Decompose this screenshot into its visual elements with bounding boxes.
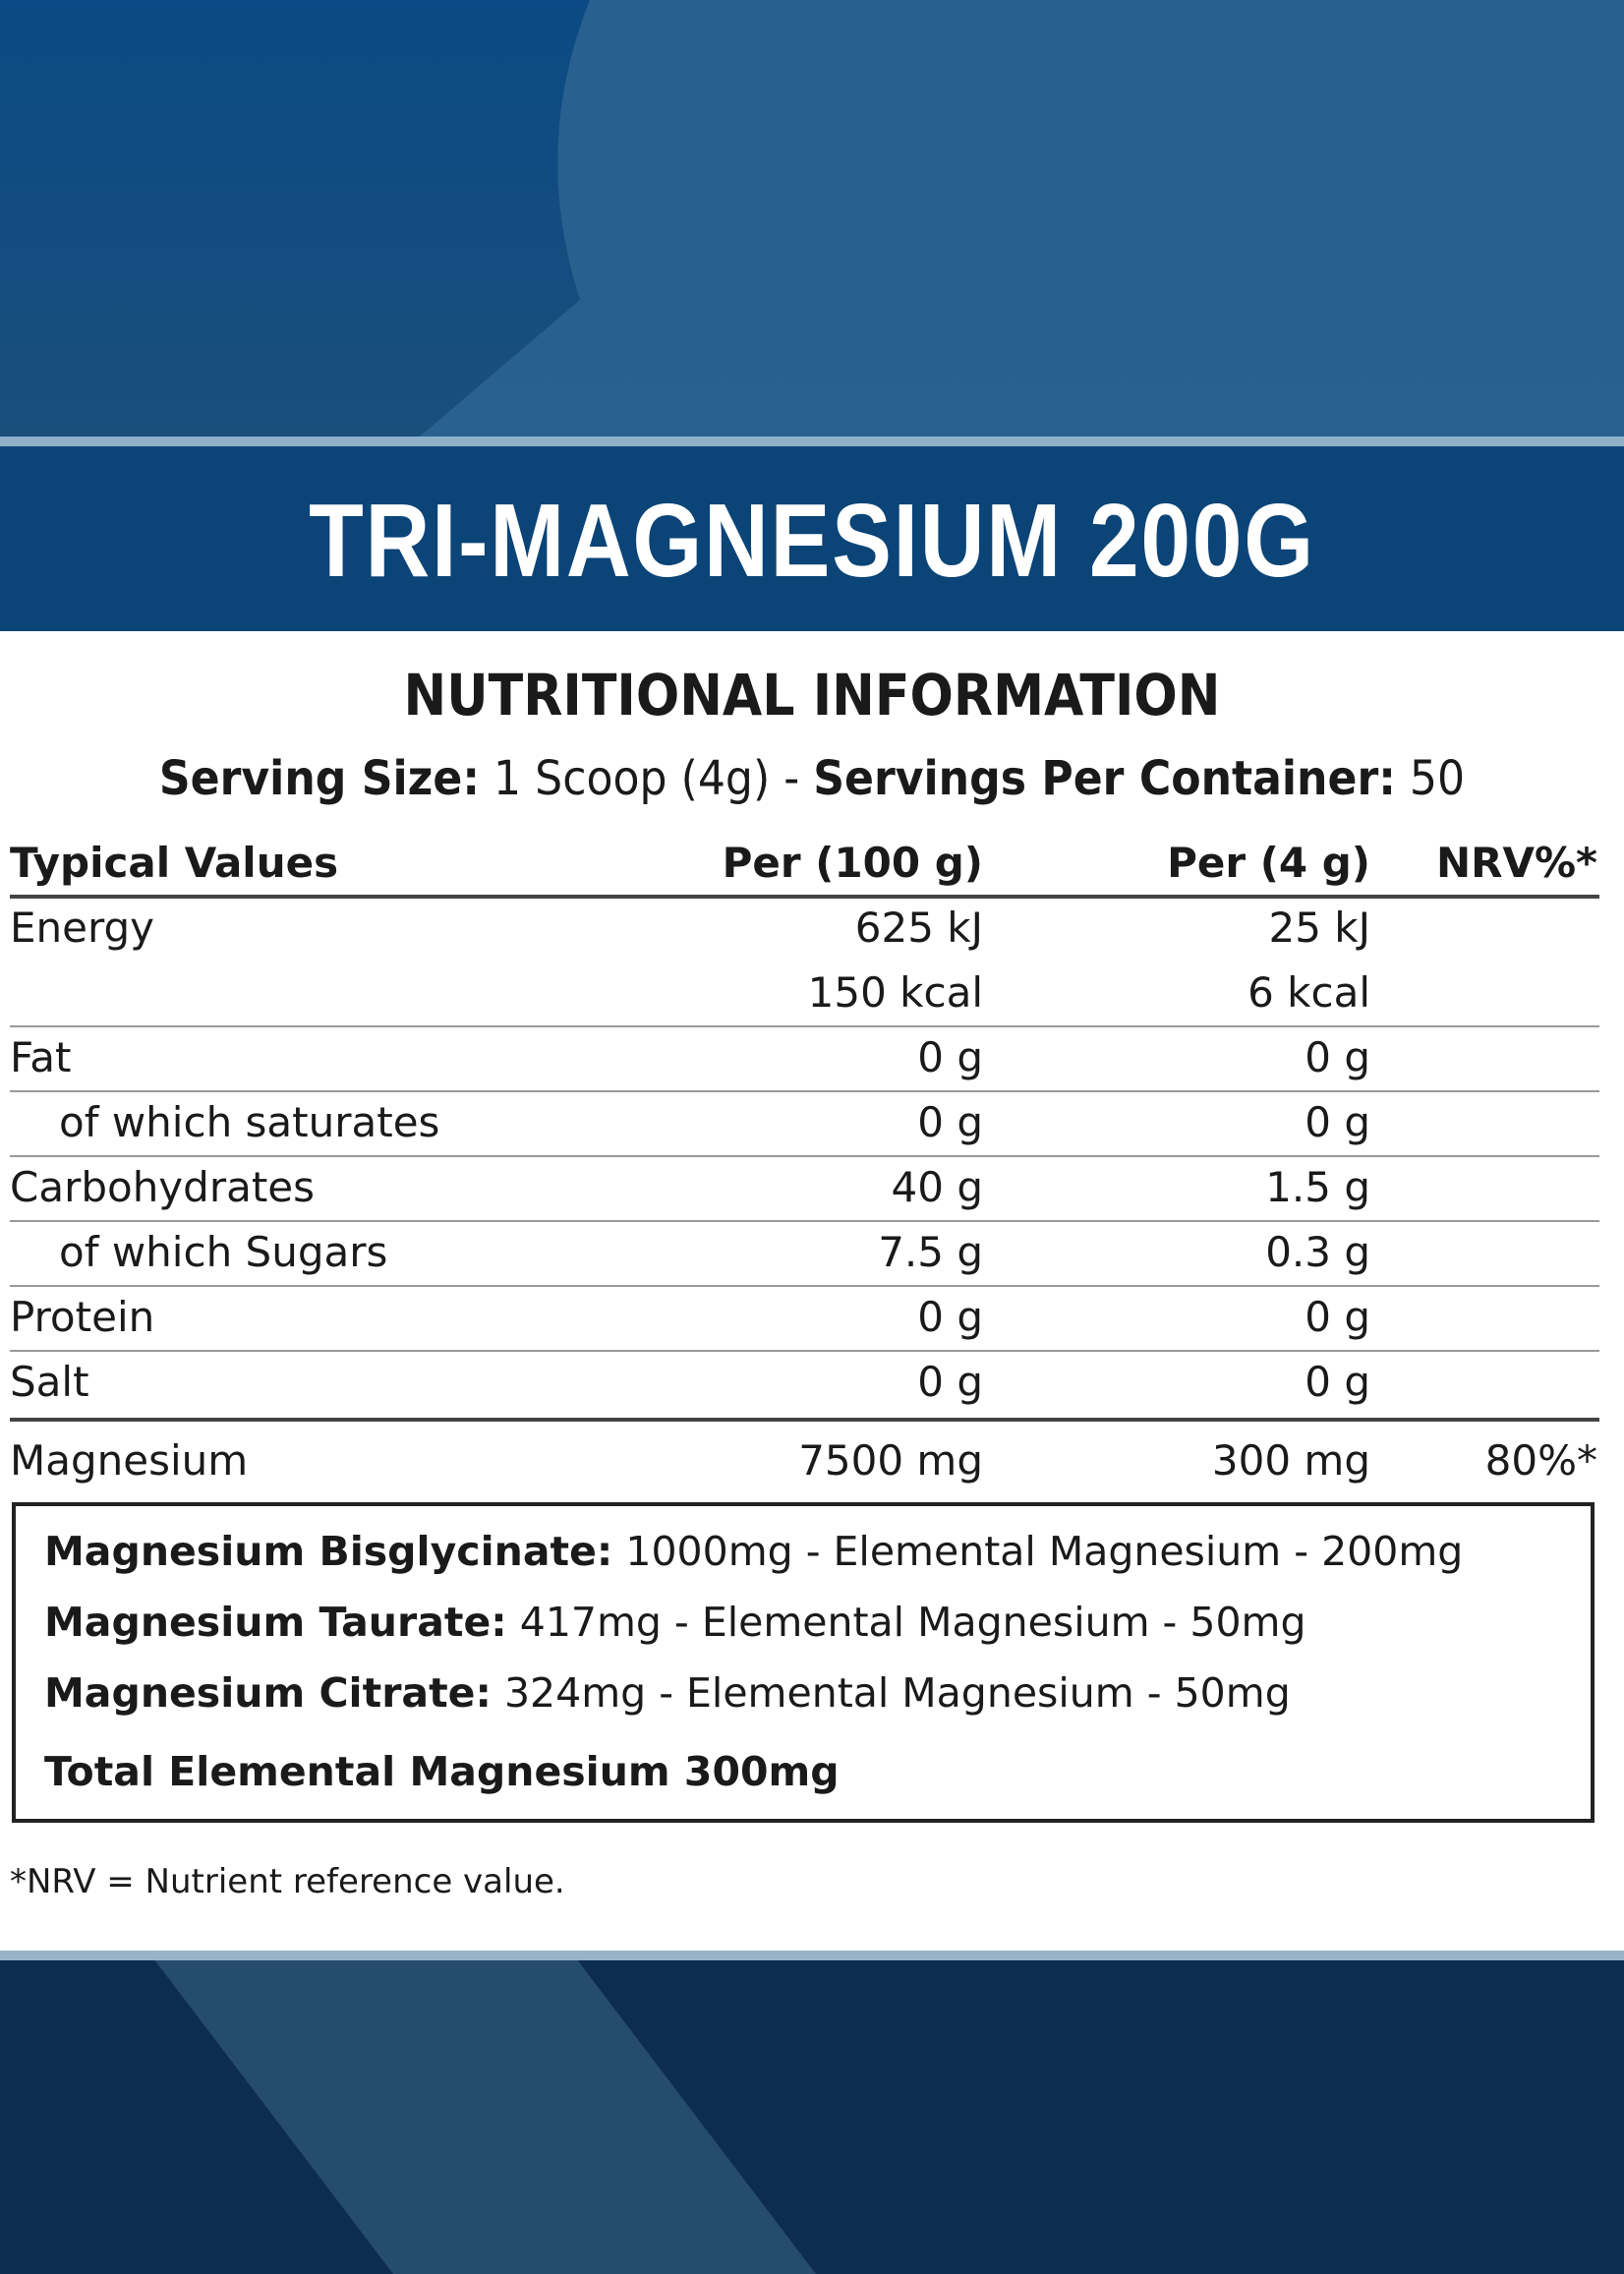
column-header: Per (100 g) [722,839,983,887]
column-header: Per (4 g) [1167,839,1370,887]
column-header: NRV%* [1435,839,1597,887]
product-title: TRI-MAGNESIUM 200G [309,483,1315,599]
source-name: Magnesium Citrate: [44,1669,492,1717]
source-name: Magnesium Bisglycinate: [44,1528,613,1575]
value-cell: 0 g [1305,1358,1370,1406]
servings-label: Servings Per Container: [813,751,1396,806]
nutrient-label: Fat [10,1033,72,1081]
value-cell: 625 kJ [854,904,983,952]
row-rule [10,1285,1599,1287]
source-line: Magnesium Taurate: 417mg - Elemental Mag… [44,1593,1306,1652]
value-cell: 40 g [891,1163,983,1211]
serving-size: 1 Scoop (4g) - [493,751,800,806]
footnote: *NRV = Nutrient reference value. [10,1862,565,1901]
value-cell: 150 kcal [807,968,983,1017]
nutrient-label: of which saturates [59,1098,440,1146]
label-panel [0,631,1624,1951]
source-name: Magnesium Taurate: [44,1599,507,1646]
row-rule [10,1220,1599,1222]
nutrient-label: Carbohydrates [10,1163,316,1211]
serving-line: Serving Size: 1 Scoop (4g) - Servings Pe… [65,749,1559,808]
row-rule [10,1350,1599,1352]
source-detail: 417mg - Elemental Magnesium - 50mg [519,1599,1306,1646]
source-detail: 324mg - Elemental Magnesium - 50mg [503,1669,1291,1717]
nutrient-label: Magnesium [10,1436,249,1485]
value-cell: 0 g [1305,1098,1370,1146]
thick-rule [10,1418,1599,1422]
value-cell: 0 g [917,1358,983,1406]
value-cell: 0 g [917,1033,983,1081]
value-cell: 0 g [917,1098,983,1146]
value-cell: 300 mg [1211,1436,1370,1485]
value-cell: 7.5 g [878,1228,983,1276]
row-rule [10,1025,1599,1027]
nutrient-label: Salt [10,1358,89,1406]
value-cell: 0 g [1305,1033,1370,1081]
source-detail: 1000mg - Elemental Magnesium - 200mg [625,1528,1464,1575]
source-line: Magnesium Citrate: 324mg - Elemental Mag… [44,1663,1291,1722]
nutrient-label: Protein [10,1293,155,1341]
nutrient-label: Energy [10,904,155,952]
value-cell: 6 kcal [1247,968,1370,1017]
row-rule [10,1155,1599,1157]
value-cell: 0 g [1305,1293,1370,1341]
value-cell: 80%* [1484,1436,1597,1485]
total-line: Total Elemental Magnesium 300mg [44,1748,840,1795]
source-line: Magnesium Bisglycinate: 1000mg - Element… [44,1522,1463,1581]
column-header: Typical Values [10,839,339,887]
serving-size-label: Serving Size: [158,751,481,806]
row-rule [10,1090,1599,1092]
value-cell: 1.5 g [1265,1163,1370,1211]
value-cell: 25 kJ [1268,904,1370,952]
source-box [12,1502,1595,1823]
nutrient-label: of which Sugars [59,1228,388,1276]
value-cell: 7500 mg [798,1436,983,1485]
header-rule [10,895,1599,899]
value-cell: 0 g [917,1293,983,1341]
value-cell: 0.3 g [1265,1228,1370,1276]
servings: 50 [1409,751,1466,806]
heading: NUTRITIONAL INFORMATION [403,662,1221,729]
